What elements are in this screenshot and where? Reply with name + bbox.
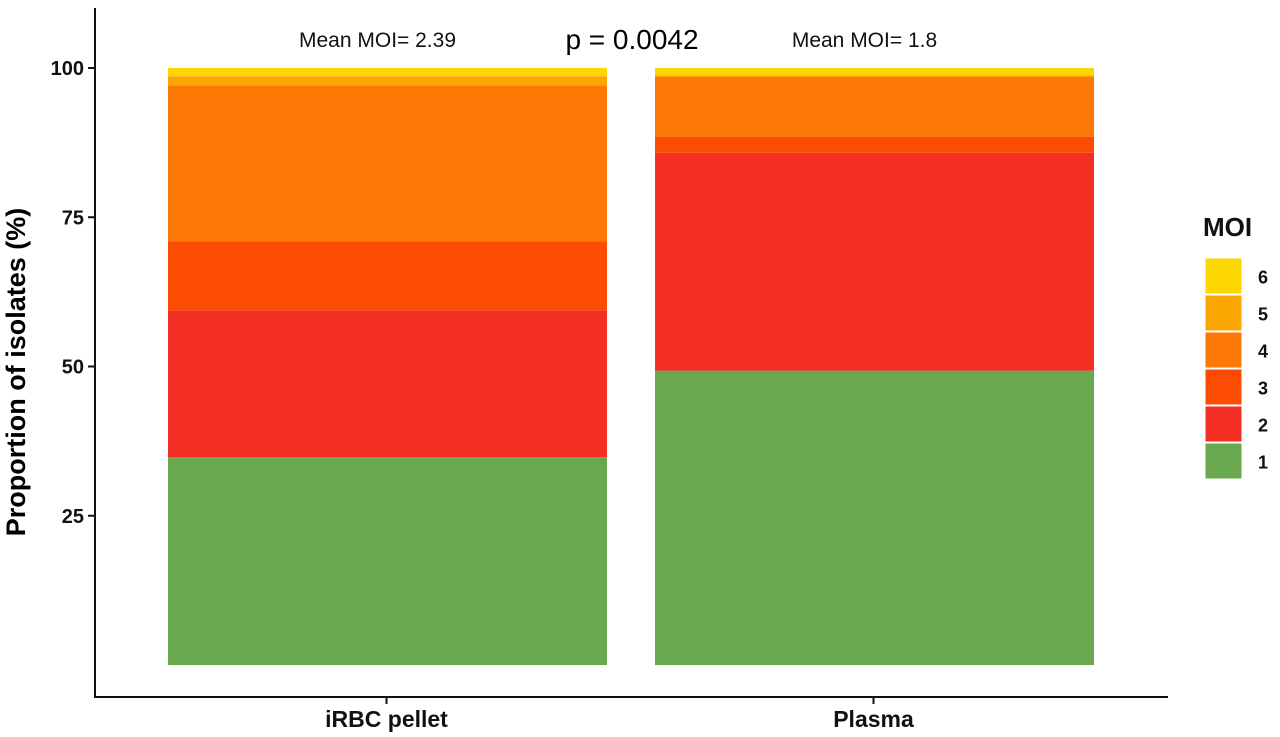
- bars-layer: [168, 68, 1094, 665]
- legend-label-5: 5: [1258, 305, 1268, 325]
- legend-title: MOI: [1203, 212, 1252, 242]
- y-tick-label-100: 100: [51, 58, 84, 80]
- legend-label-2: 2: [1258, 416, 1268, 436]
- bar-irbc-pellet-moi-1: [168, 457, 607, 665]
- legend-key-6: [1204, 257, 1243, 295]
- mean-moi-annotation-plasma: Mean MOI= 1.8: [792, 29, 937, 52]
- bar-plasma-moi-4: [655, 76, 1094, 137]
- annotations: Mean MOI= 2.39 Mean MOI= 1.8: [299, 29, 937, 52]
- legend-label-4: 4: [1258, 342, 1268, 362]
- x-tick-label-irbc-pellet: iRBC pellet: [325, 706, 448, 732]
- legend-key-4: [1204, 331, 1243, 369]
- legend: MOI 6 5 4 3 2 1: [1203, 212, 1268, 480]
- p-value-label: p = 0.0042: [565, 24, 698, 55]
- legend-key-5: [1204, 294, 1243, 332]
- bar-irbc-pellet-moi-5: [168, 76, 607, 86]
- y-axis-title: Proportion of isolates (%): [1, 208, 31, 537]
- legend-label-3: 3: [1258, 379, 1268, 399]
- x-axis: iRBC pellet Plasma: [325, 697, 914, 732]
- x-tick-label-plasma: Plasma: [833, 706, 914, 732]
- mean-moi-annotation-irbc-pellet: Mean MOI= 2.39: [299, 29, 456, 52]
- bar-plasma-moi-1: [655, 370, 1094, 665]
- bar-plasma-moi-6: [655, 68, 1094, 76]
- bar-irbc-pellet-moi-4: [168, 85, 607, 242]
- legend-key-1: [1204, 442, 1243, 480]
- legend-key-2: [1204, 405, 1243, 443]
- bar-irbc-pellet-moi-3: [168, 241, 607, 311]
- y-axis: 25 50 75 100: [51, 58, 95, 528]
- y-tick-label-75: 75: [62, 207, 84, 229]
- y-tick-label-50: 50: [62, 357, 84, 379]
- bar-plasma-moi-3: [655, 136, 1094, 153]
- y-tick-label-25: 25: [62, 506, 84, 528]
- bar-irbc-pellet-moi-2: [168, 310, 607, 458]
- legend-label-1: 1: [1258, 453, 1268, 473]
- legend-key-3: [1204, 368, 1243, 406]
- legend-label-6: 6: [1258, 268, 1268, 288]
- bar-plasma-moi-5: [655, 75, 1094, 77]
- bar-irbc-pellet-moi-6: [168, 68, 607, 77]
- bar-plasma-moi-2: [655, 152, 1094, 371]
